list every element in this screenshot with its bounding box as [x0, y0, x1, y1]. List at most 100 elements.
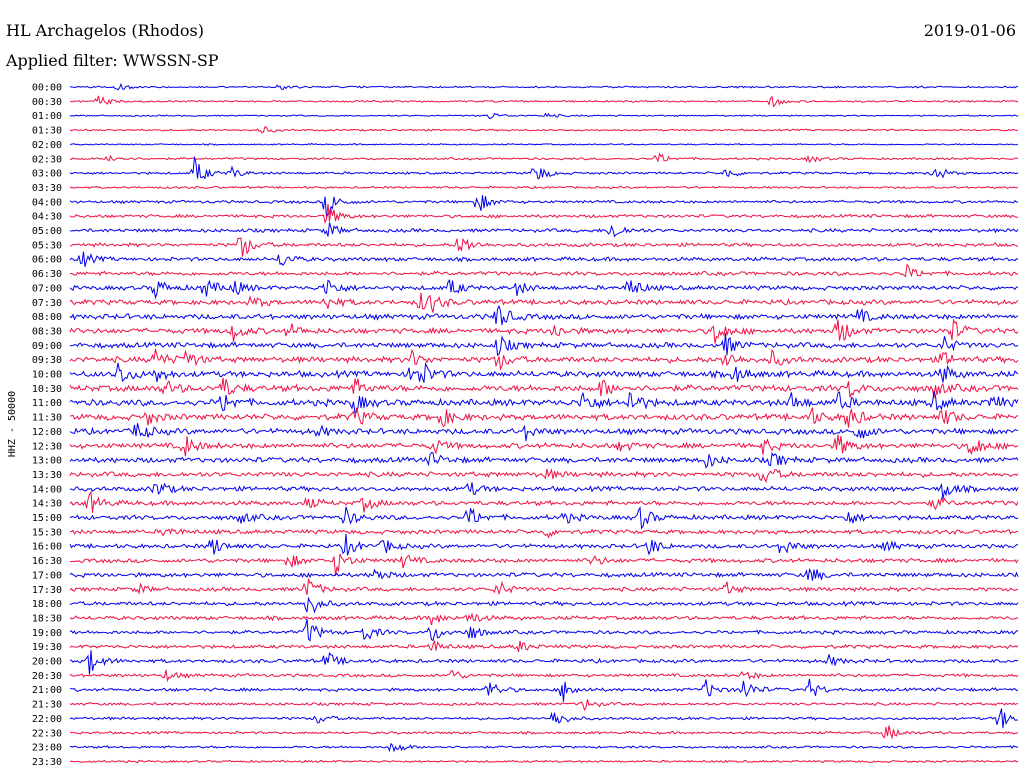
trace-0930 [69, 348, 1019, 371]
tick-label-2300: 23:00 [32, 743, 62, 754]
trace-0800 [69, 304, 1019, 326]
trace-1830 [69, 612, 1019, 626]
tick-label-1200: 12:00 [32, 427, 62, 438]
tick-label-1630: 16:30 [32, 556, 62, 567]
trace-1530 [70, 527, 1019, 539]
tick-label-1100: 11:00 [32, 398, 62, 409]
tick-label-1400: 14:00 [32, 484, 62, 495]
filter-label: Applied filter: WWSSN-SP [5, 51, 219, 70]
trace-0730 [69, 292, 1019, 313]
tick-label-1530: 15:30 [32, 527, 62, 538]
record-date: 2019-01-06 [924, 21, 1016, 40]
trace-0330 [69, 185, 1019, 190]
tick-label-1000: 10:00 [32, 370, 62, 381]
trace-1430 [69, 490, 1019, 513]
trace-0900 [69, 333, 1019, 357]
tick-label-0400: 04:00 [32, 197, 62, 208]
tick-label-1600: 16:00 [32, 542, 62, 553]
tick-label-0430: 04:30 [32, 212, 62, 223]
trace-1200 [69, 423, 1018, 442]
trace-0130 [69, 125, 1019, 134]
trace-0530 [69, 237, 1019, 257]
tick-label-0830: 08:30 [32, 326, 62, 337]
trace-2030 [69, 669, 1019, 683]
tick-label-0530: 05:30 [32, 240, 62, 251]
tick-label-0300: 03:00 [32, 169, 62, 180]
trace-1630 [69, 553, 1019, 577]
trace-1800 [69, 596, 1019, 614]
tick-label-1900: 19:00 [32, 628, 62, 639]
tick-label-0900: 09:00 [32, 341, 62, 352]
tick-label-1930: 19:30 [32, 642, 62, 653]
tick-label-2000: 20:00 [32, 657, 62, 668]
tick-label-1030: 10:30 [32, 384, 62, 395]
trace-1230 [69, 434, 1019, 457]
trace-0000 [69, 82, 1019, 91]
trace-1500 [69, 505, 1019, 530]
tick-label-0630: 06:30 [32, 269, 62, 280]
trace-0430 [69, 203, 1019, 224]
trace-0400 [69, 195, 1019, 218]
trace-2200 [69, 708, 1019, 729]
tick-label-0230: 02:30 [32, 154, 62, 165]
trace-1730 [69, 578, 1019, 596]
tick-label-0800: 08:00 [32, 312, 62, 323]
trace-1000 [69, 361, 1019, 383]
tick-label-1300: 13:00 [32, 456, 62, 467]
trace-0700 [69, 278, 1019, 300]
trace-0600 [69, 251, 1019, 267]
tick-label-0500: 05:00 [32, 226, 62, 237]
trace-0200 [69, 143, 1019, 146]
tick-label-1800: 18:00 [32, 599, 62, 610]
tick-label-1330: 13:30 [32, 470, 62, 481]
y-axis-label: HHZ - 50000 [7, 391, 18, 457]
trace-1900 [69, 618, 1019, 642]
tick-label-1130: 11:30 [32, 413, 62, 424]
trace-1700 [69, 568, 1019, 581]
tick-label-0700: 07:00 [32, 283, 62, 294]
trace-0030 [69, 95, 1019, 108]
tick-label-0330: 03:30 [32, 183, 62, 194]
tick-label-1700: 17:00 [32, 570, 62, 581]
seismic-traces [69, 82, 1019, 764]
tick-label-0930: 09:30 [32, 355, 62, 366]
tick-label-2100: 21:00 [32, 685, 62, 696]
tick-label-2330: 23:30 [32, 757, 62, 768]
trace-2000 [69, 650, 1019, 675]
tick-label-1730: 17:30 [32, 585, 62, 596]
trace-1400 [69, 482, 1019, 500]
tick-label-1430: 14:30 [32, 499, 62, 510]
tick-label-0130: 01:30 [32, 126, 62, 137]
tick-label-0000: 00:00 [32, 83, 62, 94]
tick-label-2130: 21:30 [32, 700, 62, 711]
trace-1930 [69, 640, 1019, 653]
tick-label-2200: 22:00 [32, 714, 62, 725]
tick-label-1500: 15:00 [32, 513, 62, 524]
trace-1130 [69, 407, 1019, 428]
tick-label-2030: 20:30 [32, 671, 62, 682]
trace-1300 [69, 451, 1019, 469]
trace-1030 [69, 377, 1019, 399]
trace-0500 [69, 222, 1019, 238]
trace-0300 [69, 156, 1019, 180]
trace-2100 [69, 678, 1019, 702]
trace-2300 [69, 742, 1019, 753]
tick-label-0730: 07:30 [32, 298, 62, 309]
tick-label-1830: 18:30 [32, 613, 62, 624]
trace-0100 [69, 112, 1019, 120]
trace-1600 [69, 533, 1018, 556]
trace-2330 [69, 759, 1019, 764]
tick-label-0600: 06:00 [32, 255, 62, 266]
trace-1100 [69, 390, 1019, 414]
trace-0630 [69, 263, 1019, 278]
tick-label-0030: 00:30 [32, 97, 62, 108]
time-tick-labels: 00:00 00:30 01:00 01:30 02:00 02:30 03:00 03:30… [32, 83, 62, 768]
trace-0830 [69, 318, 1019, 344]
trace-2130 [69, 699, 1019, 712]
tick-label-0100: 01:00 [32, 111, 62, 122]
tick-label-1230: 12:30 [32, 441, 62, 452]
trace-1330 [69, 468, 1019, 484]
tick-label-2230: 22:30 [32, 728, 62, 739]
station-title: HL Archagelos (Rhodos) [6, 21, 204, 40]
